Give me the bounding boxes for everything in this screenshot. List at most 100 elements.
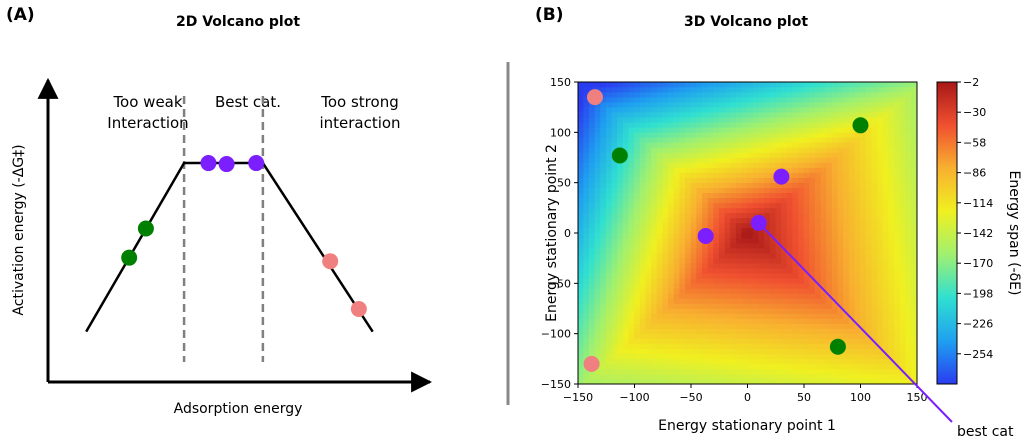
- heatmap-cell: [815, 86, 822, 93]
- heatmap-cell: [848, 328, 856, 334]
- heatmap-cell: [702, 82, 709, 88]
- heatmap-cell: [894, 167, 901, 173]
- heatmap-cell: [617, 348, 624, 355]
- heatmap-cell: [589, 272, 596, 279]
- heatmap-cell: [718, 348, 726, 355]
- heatmap-cell: [583, 278, 590, 284]
- heatmap-cell: [696, 358, 703, 365]
- heatmap-cell: [899, 152, 906, 158]
- heatmap-cell: [837, 147, 844, 153]
- heatmap-cell: [713, 217, 720, 224]
- heatmap-cell: [894, 237, 901, 244]
- heatmap-cell: [775, 101, 782, 108]
- heatmap-cell: [702, 91, 709, 98]
- heatmap-cell: [747, 197, 754, 204]
- heatmap-cell: [894, 323, 901, 329]
- heatmap-cell: [831, 373, 839, 380]
- heatmap-cell: [860, 353, 867, 360]
- heatmap-cell: [786, 121, 793, 128]
- heatmap-cell: [877, 147, 884, 153]
- heatmap-cell: [707, 348, 714, 355]
- heatmap-cell: [747, 111, 754, 118]
- heatmap-cell: [831, 197, 839, 204]
- heatmap-cell: [826, 247, 833, 254]
- heatmap-cell: [798, 232, 805, 239]
- heatmap-cell: [899, 278, 906, 284]
- heatmap-cell: [639, 147, 647, 153]
- heatmap-cell: [724, 318, 731, 324]
- heatmap-cell: [679, 197, 686, 204]
- heatmap-cell: [871, 132, 878, 138]
- heatmap-cell: [685, 157, 692, 163]
- heatmap-cell: [894, 147, 901, 153]
- heatmap-cell: [656, 172, 664, 178]
- heatmap-cell: [803, 162, 810, 168]
- heatmap-cell: [911, 147, 917, 153]
- heatmap-cell: [798, 237, 805, 244]
- heatmap-cell: [656, 283, 664, 289]
- heatmap-cell: [707, 278, 714, 284]
- heatmap-cell: [713, 192, 720, 199]
- heatmap-cell: [634, 333, 641, 339]
- heatmap-cell: [865, 318, 873, 324]
- heatmap-cell: [685, 202, 692, 209]
- heatmap-cell: [645, 343, 652, 350]
- heatmap-cell: [718, 237, 726, 244]
- heatmap-cell: [894, 308, 901, 314]
- heatmap-cell: [583, 283, 590, 289]
- heatmap-cell: [735, 152, 743, 158]
- heatmap-cell: [589, 247, 596, 254]
- heatmap-cell: [877, 86, 884, 93]
- heatmap-cell: [837, 86, 844, 93]
- heatmap-cell: [905, 237, 912, 244]
- heatmap-cell: [578, 192, 584, 199]
- heatmap-cell: [628, 162, 635, 168]
- heatmap-cell: [605, 202, 613, 209]
- heatmap-cell: [578, 262, 584, 269]
- heatmap-cell: [905, 202, 912, 209]
- heatmap-cell: [718, 378, 726, 384]
- heatmap-cell: [820, 267, 827, 274]
- heatmap-cell: [730, 91, 737, 98]
- heatmap-cell: [894, 86, 901, 93]
- heatmap-cell: [781, 187, 788, 194]
- heatmap-cell: [639, 91, 647, 98]
- heatmap-cell: [837, 237, 844, 244]
- heatmap-cell: [888, 278, 895, 284]
- heatmap-cell: [786, 96, 793, 103]
- heatmap-cell: [877, 232, 884, 239]
- volcano-2d-ylabel: Activation energy (-ΔG‡): [11, 144, 27, 315]
- heatmap-cell: [871, 202, 878, 209]
- heatmap-cell: [645, 247, 652, 254]
- heatmap-cell: [611, 91, 618, 98]
- heatmap-cell: [815, 313, 822, 319]
- heatmap-cell: [656, 152, 664, 158]
- heatmap-cell: [803, 373, 810, 380]
- heatmap-cell: [656, 177, 664, 183]
- heatmap-cell: [713, 343, 720, 350]
- heatmap-cell: [685, 318, 692, 324]
- heatmap-cell: [911, 82, 917, 88]
- heatmap-cell: [809, 111, 816, 118]
- heatmap-cell: [831, 247, 839, 254]
- heatmap-cell: [679, 288, 686, 294]
- heatmap-cell: [837, 252, 844, 259]
- heatmap-cell: [696, 348, 703, 355]
- heatmap-cell: [611, 378, 618, 384]
- heatmap-cell: [634, 303, 641, 309]
- heatmap-cell: [826, 111, 833, 118]
- heatmap-cell: [826, 353, 833, 360]
- heatmap-cell: [775, 343, 782, 350]
- heatmap-cell: [820, 242, 827, 249]
- heatmap-cell: [894, 298, 901, 304]
- heatmap-cell: [611, 308, 618, 314]
- heatmap-cell: [679, 91, 686, 98]
- heatmap-cell: [775, 378, 782, 384]
- heatmap-cell: [724, 96, 731, 103]
- heatmap-cell: [651, 343, 658, 350]
- heatmap-cell: [871, 116, 878, 123]
- heatmap-cell: [702, 323, 709, 329]
- heatmap-cell: [611, 127, 618, 133]
- heatmap-cell: [583, 121, 590, 128]
- heatmap-cell: [775, 202, 782, 209]
